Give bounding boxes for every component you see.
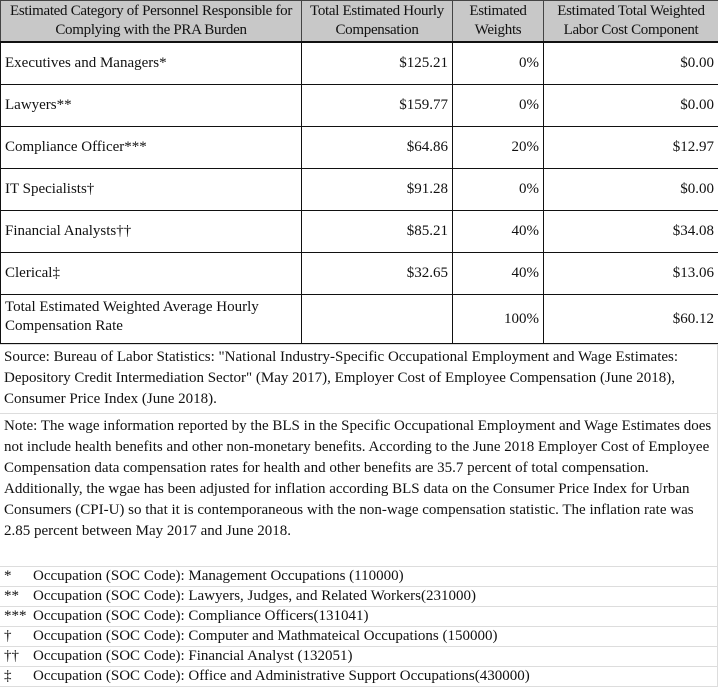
footnote-text: Occupation (SOC Code): Financial Analyst… [33, 648, 353, 664]
footnote: † Occupation (SOC Code): Computer and Mat… [0, 626, 718, 647]
cell-compensation: $64.86 [301, 126, 453, 169]
cell-category: Compliance Officer*** [0, 126, 302, 169]
header-cost: Estimated Total Weighted Labor Cost Comp… [543, 0, 718, 43]
table-row: Executives and Managers* $125.21 0% $0.00 [0, 41, 718, 85]
table-row: Lawyers** $159.77 0% $0.00 [0, 84, 718, 127]
note-text: Note: The wage information reported by t… [0, 413, 718, 567]
header-row: Estimated Category of Personnel Responsi… [0, 0, 718, 43]
footnote: * Occupation (SOC Code): Management Occup… [0, 566, 718, 587]
table-row: IT Specialists† $91.28 0% $0.00 [0, 168, 718, 211]
cell-weight: 40% [452, 252, 544, 295]
footnote-symbol: ** [4, 588, 19, 604]
footnote-text: Occupation (SOC Code): Management Occupa… [33, 568, 404, 584]
footnote-symbol: * [4, 568, 12, 584]
source-note: Source: Bureau of Labor Statistics: "Nat… [0, 344, 718, 414]
total-weight: 100% [452, 294, 544, 344]
table-row: Compliance Officer*** $64.86 20% $12.97 [0, 126, 718, 169]
notes-table: Source: Bureau of Labor Statistics: "Nat… [0, 344, 718, 687]
table-row: Clerical‡ $32.65 40% $13.06 [0, 252, 718, 295]
footnote: *** Occupation (SOC Code): Compliance Off… [0, 606, 718, 627]
cell-compensation: $91.28 [301, 168, 453, 211]
header-weights: Estimated Weights [452, 0, 544, 43]
labor-cost-table: Estimated Category of Personnel Responsi… [0, 0, 718, 344]
header-compensation: Total Estimated Hourly Compensation [301, 0, 453, 43]
cell-compensation: $125.21 [301, 41, 453, 85]
total-label: Total Estimated Weighted Average Hourly … [0, 294, 302, 344]
cell-category: Executives and Managers* [0, 41, 302, 85]
footnote-text: Occupation (SOC Code): Compliance Office… [33, 608, 369, 624]
cell-weight: 0% [452, 168, 544, 211]
footnote: ** Occupation (SOC Code): Lawyers, Judges… [0, 586, 718, 607]
cell-compensation: $85.21 [301, 210, 453, 253]
cell-category: Clerical‡ [0, 252, 302, 295]
header-category: Estimated Category of Personnel Responsi… [0, 0, 302, 43]
cell-category: IT Specialists† [0, 168, 302, 211]
cell-cost: $0.00 [543, 84, 718, 127]
cell-category: Lawyers** [0, 84, 302, 127]
footnote-symbol: ‡ [4, 668, 12, 684]
footnote-symbol: † [4, 628, 12, 644]
footnote-text: Occupation (SOC Code): Office and Admini… [33, 668, 530, 684]
cell-cost: $0.00 [543, 41, 718, 85]
footnote-text: Occupation (SOC Code): Computer and Math… [33, 628, 498, 644]
cell-weight: 40% [452, 210, 544, 253]
footnote-symbol: *** [4, 608, 27, 624]
cell-compensation: $159.77 [301, 84, 453, 127]
cell-compensation: $32.65 [301, 252, 453, 295]
footnote: ‡ Occupation (SOC Code): Office and Admin… [0, 666, 718, 687]
total-compensation [301, 294, 453, 344]
cell-cost: $12.97 [543, 126, 718, 169]
total-cost: $60.12 [543, 294, 718, 344]
footnote: †† Occupation (SOC Code): Financial Analy… [0, 646, 718, 667]
total-row: Total Estimated Weighted Average Hourly … [0, 294, 718, 344]
cell-weight: 0% [452, 41, 544, 85]
cell-weight: 20% [452, 126, 544, 169]
footnote-symbol: †† [4, 648, 19, 664]
cell-weight: 0% [452, 84, 544, 127]
footnote-text: Occupation (SOC Code): Lawyers, Judges, … [33, 588, 476, 604]
cell-cost: $0.00 [543, 168, 718, 211]
cell-cost: $34.08 [543, 210, 718, 253]
table-row: Financial Analysts†† $85.21 40% $34.08 [0, 210, 718, 253]
cell-category: Financial Analysts†† [0, 210, 302, 253]
cell-cost: $13.06 [543, 252, 718, 295]
